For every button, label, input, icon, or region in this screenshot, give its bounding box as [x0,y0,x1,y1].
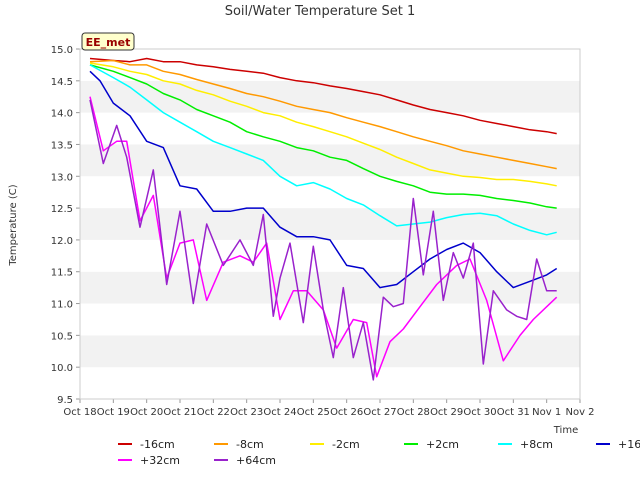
y-axis-label: Temperature (C) [8,184,19,266]
plot-background-bands [80,49,580,399]
x-tick-label: Oct 27 [363,407,396,418]
x-tick-label: Oct 29 [430,407,463,418]
plot-band [80,176,580,209]
legend-swatch [404,443,418,445]
legend-item: -8cm [214,438,264,452]
x-tick-label: Nov 2 [565,407,594,418]
series-line-8cm [89,64,557,236]
y-tick-label: 14.0 [51,109,73,120]
legend-label: -16cm [140,438,175,451]
legend-label: -2cm [332,438,360,451]
x-tick-label: Nov 1 [532,407,561,418]
y-axis-ticks: 9.5 10.0 10.5 11.0 11.5 12.0 12.5 13.0 13.5 14.0 1… [51,45,80,406]
plot-band [80,144,580,177]
y-tick-label: 12.0 [51,236,73,247]
legend-label: +32cm [140,454,180,467]
plot-frame [79,48,581,400]
legend-label: +8cm [520,438,553,451]
legend-item: +32cm [118,454,180,468]
series-line-16cm [89,57,557,135]
series-line-64cm [89,99,557,381]
legend-swatch [118,443,132,445]
y-tick-label: 13.5 [51,140,73,151]
legend-item: -2cm [310,438,360,452]
legend-label: -8cm [236,438,264,451]
series-line-2cm [89,64,557,209]
legend-swatch [498,443,512,445]
y-tick-label: 14.5 [51,77,73,88]
x-tick-label: Oct 25 [297,407,330,418]
series-line-16cm [89,70,558,289]
x-tick-label: Oct 18 [63,407,96,418]
y-tick-label: 10.5 [51,331,73,342]
x-axis-label: Time [553,425,578,436]
plot-band [80,208,580,240]
plot-band [80,112,580,145]
x-tick-label: Oct 31 [497,407,530,418]
legend-item: +16cm [596,438,640,452]
series-line-8cm [89,59,557,170]
x-tick-label: Oct 26 [330,407,363,418]
legend-swatch [118,459,132,461]
plot-band [80,239,580,272]
x-tick-label: Oct 24 [263,407,296,418]
legend-swatch [214,459,228,461]
x-tick-label: Oct 20 [130,407,163,418]
y-tick-label: 12.5 [51,204,73,215]
legend-item: +8cm [498,438,553,452]
series-lines [89,57,558,381]
x-tick-label: Oct 23 [230,407,263,418]
legend-label: +64cm [236,454,276,467]
x-axis-ticks: Oct 18 Oct 19 Oct 20 Oct 21 Oct 22 Oct 23 Oct … [63,399,595,418]
plot-band [80,49,580,81]
plot-band [80,271,580,304]
station-annotation: EE_met [81,32,135,51]
y-tick-label: 10.0 [51,363,73,374]
legend-item: +64cm [214,454,276,468]
x-tick-label: Oct 30 [463,407,496,418]
legend-swatch [214,443,228,445]
series-line-32cm [89,96,558,378]
legend-label: +2cm [426,438,459,451]
y-tick-label: 15.0 [51,45,73,56]
x-tick-label: Oct 19 [97,407,130,418]
y-tick-label: 11.0 [51,300,73,311]
series-line-2cm [89,62,557,187]
y-tick-label: 13.0 [51,172,73,183]
chart-title: Soil/Water Temperature Set 1 [225,4,416,19]
y-tick-label: 9.5 [57,395,73,406]
legend-swatch [596,443,610,445]
legend-label: +16cm [618,438,640,451]
legend-swatch [310,443,324,445]
x-tick-label: Oct 22 [197,407,230,418]
y-tick-label: 11.5 [51,268,73,279]
plot-band [80,367,580,399]
x-tick-label: Oct 21 [163,407,196,418]
x-tick-label: Oct 28 [397,407,430,418]
legend-item: +2cm [404,438,459,452]
legend-item: -16cm [118,438,175,452]
station-annotation-label: EE_met [86,36,131,49]
